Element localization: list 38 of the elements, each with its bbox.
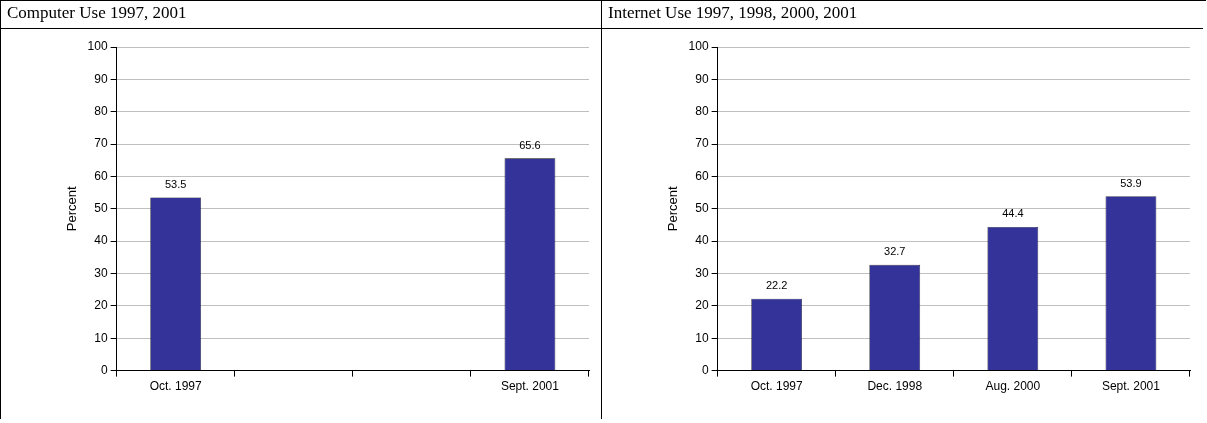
y-tick-label: 90 (94, 71, 108, 86)
y-tick-label: 60 (94, 168, 108, 183)
data-label: 53.9 (1120, 176, 1142, 189)
y-tick-label: 20 (695, 298, 709, 313)
x-tick-label: Dec. 1998 (867, 379, 923, 394)
y-tick-label: 80 (695, 104, 709, 119)
y-tick-label: 60 (695, 168, 709, 183)
y-axis-title: Percent (665, 186, 681, 232)
y-tick-label: 30 (94, 265, 108, 280)
data-label: 22.2 (765, 279, 788, 292)
x-tick-label: Oct. 1997 (750, 379, 804, 394)
data-label: 65.6 (519, 138, 541, 151)
chart-title: Internet Use 1997, 1998, 2000, 2001 (602, 1, 1203, 29)
y-tick-label: 20 (94, 298, 108, 313)
chart-title: Computer Use 1997, 2001 (1, 1, 601, 29)
y-tick-label: 80 (94, 104, 108, 119)
y-tick-label: 100 (688, 39, 709, 54)
y-tick-label: 70 (695, 136, 709, 151)
y-tick-label: 0 (100, 362, 108, 377)
y-axis-title: Percent (64, 186, 80, 232)
y-tick-label: 50 (94, 201, 108, 216)
data-label: 32.7 (884, 245, 906, 258)
x-tick-label: Oct. 1997 (149, 379, 203, 394)
y-tick-label: 50 (695, 201, 709, 216)
data-label: 53.5 (164, 178, 187, 191)
y-tick-label: 40 (94, 233, 108, 248)
data-label: 44.4 (1002, 207, 1024, 220)
y-tick-label: 90 (695, 71, 709, 86)
y-tick-label: 100 (87, 39, 108, 54)
y-tick-label: 0 (701, 362, 709, 377)
y-tick-label: 40 (695, 233, 709, 248)
x-tick-label: Sept. 2001 (500, 379, 560, 394)
x-tick-label: Aug. 2000 (985, 379, 1041, 394)
y-tick-label: 30 (695, 265, 709, 280)
y-tick-label: 10 (94, 330, 108, 345)
x-tick-label: Sept. 2001 (1101, 379, 1161, 394)
y-tick-label: 10 (695, 330, 709, 345)
y-tick-label: 70 (94, 136, 108, 151)
